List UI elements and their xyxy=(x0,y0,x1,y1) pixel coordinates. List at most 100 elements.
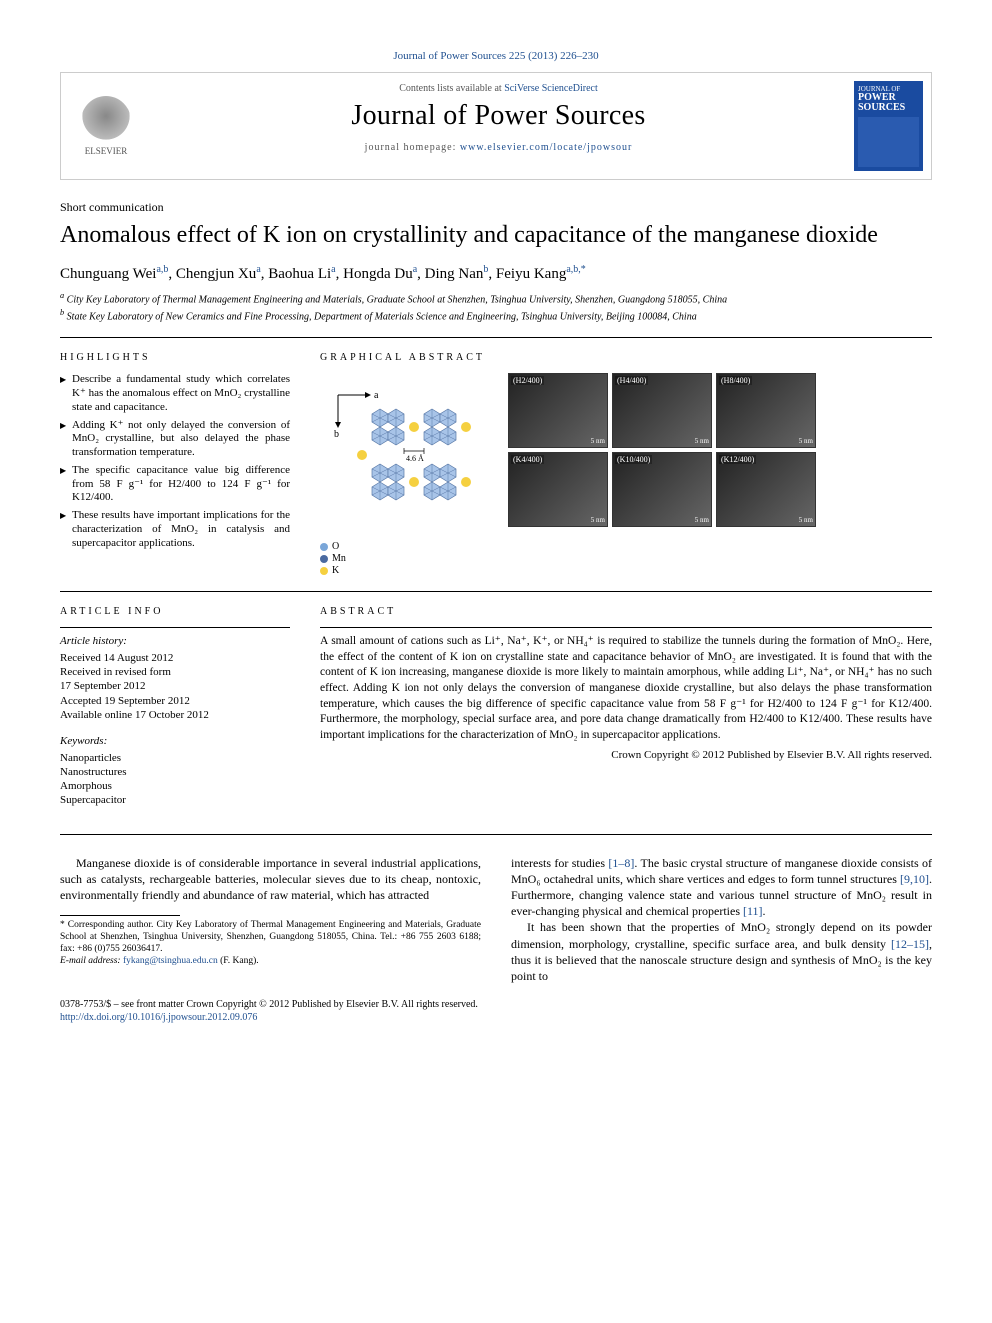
legend-swatch xyxy=(320,543,328,551)
legend-label: O xyxy=(332,541,339,552)
cover-label-main: POWER SOURCES xyxy=(858,93,919,113)
legend-item: K xyxy=(320,565,500,576)
ref-link[interactable]: [11] xyxy=(743,904,763,918)
axis-b-label: b xyxy=(334,429,339,440)
ga-micrographs: (H2/400)5 nm(H4/400)5 nm(H8/400)5 nm(K4/… xyxy=(508,373,816,527)
contents-prefix: Contents lists available at xyxy=(399,83,504,94)
masthead-center: Contents lists available at SciVerse Sci… xyxy=(151,73,846,179)
body-p1: Manganese dioxide is of considerable imp… xyxy=(60,855,481,904)
body-text: It has been shown that the properties of… xyxy=(511,920,932,950)
footnote-text: Corresponding author. City Key Laborator… xyxy=(60,920,481,954)
micrograph-row: (K4/400) 5 nm (K10/400)5 nm (K12/400) 5 nm xyxy=(508,452,816,527)
body-p2: interests for studies [1–8]. The basic c… xyxy=(511,855,932,920)
elsevier-tree-icon xyxy=(81,96,131,146)
history-line: Received in revised form xyxy=(60,665,290,679)
affiliation-b-text: State Key Laboratory of New Ceramics and… xyxy=(67,311,697,322)
corresponding-author-footnote: * Corresponding author. City Key Laborat… xyxy=(60,920,481,968)
body-col-right: interests for studies [1–8]. The basic c… xyxy=(511,855,932,985)
micrograph-label: (H8/400) xyxy=(719,376,752,385)
body-p3: It has been shown that the properties of… xyxy=(511,919,932,984)
keyword: Supercapacitor xyxy=(60,793,290,807)
graphical-abstract-heading: GRAPHICAL ABSTRACT xyxy=(320,352,932,363)
micrograph-scale: 5 nm xyxy=(799,437,813,445)
highlight-item: These results have important implication… xyxy=(60,509,290,550)
body-col-left: Manganese dioxide is of considerable imp… xyxy=(60,855,481,985)
keyword: Nanostructures xyxy=(60,765,290,779)
ga-legend: OMnK xyxy=(320,541,500,576)
micrograph-scale: 5 nm xyxy=(591,516,605,524)
micrograph: (K12/400) 5 nm xyxy=(716,452,816,527)
homepage-line: journal homepage: www.elsevier.com/locat… xyxy=(151,142,846,153)
highlight-item: The specific capacitance value big diffe… xyxy=(60,464,290,505)
divider xyxy=(60,337,932,338)
journal-name: Journal of Power Sources xyxy=(151,100,846,132)
keyword: Amorphous xyxy=(60,779,290,793)
body-text: interests for studies xyxy=(511,856,608,870)
abstract-copyright: Crown Copyright © 2012 Published by Else… xyxy=(320,749,932,761)
homepage-link[interactable]: www.elsevier.com/locate/jpowsour xyxy=(460,142,632,153)
footnote-divider xyxy=(60,915,180,916)
body-text: . xyxy=(763,904,766,918)
ref-link[interactable]: [12–15] xyxy=(891,937,929,951)
body-columns: Manganese dioxide is of considerable imp… xyxy=(60,855,932,985)
micrograph-label: (K12/400) xyxy=(719,455,756,464)
publisher-name: ELSEVIER xyxy=(85,146,128,156)
article-info: Article history: Received 14 August 2012… xyxy=(60,634,290,807)
history-head: Article history: xyxy=(60,634,290,648)
micrograph: (K10/400)5 nm xyxy=(612,452,712,527)
micrograph-scale: 5 nm xyxy=(799,516,813,524)
ref-link[interactable]: [9,10] xyxy=(900,872,929,886)
journal-cover-thumb: JOURNAL OF POWER SOURCES xyxy=(854,81,923,171)
elsevier-logo: ELSEVIER xyxy=(81,96,131,156)
history-line: Accepted 19 September 2012 xyxy=(60,694,290,708)
article-info-heading: ARTICLE INFO xyxy=(60,606,290,617)
masthead: ELSEVIER Contents lists available at Sci… xyxy=(60,72,932,180)
history-line: Available online 17 October 2012 xyxy=(60,708,290,722)
micrograph-label: (H4/400) xyxy=(615,376,648,385)
article-type: Short communication xyxy=(60,200,932,215)
affiliation-a-text: City Key Laboratory of Thermal Managemen… xyxy=(67,294,727,305)
micrograph-scale: 5 nm xyxy=(591,437,605,445)
highlights-row: HIGHLIGHTS Describe a fundamental study … xyxy=(60,352,932,577)
cover-cell: JOURNAL OF POWER SOURCES xyxy=(846,73,931,179)
article-history: Article history: Received 14 August 2012… xyxy=(60,634,290,722)
graphical-abstract: a b 4.6 Å xyxy=(320,373,932,577)
highlight-item: Adding K⁺ not only delayed the conversio… xyxy=(60,419,290,460)
keywords-head: Keywords: xyxy=(60,734,290,748)
legend-label: Mn xyxy=(332,553,346,564)
doi-link[interactable]: http://dx.doi.org/10.1016/j.jpowsour.201… xyxy=(60,1012,257,1023)
highlights-list: Describe a fundamental study which corre… xyxy=(60,373,290,550)
divider xyxy=(320,627,932,628)
homepage-prefix: journal homepage: xyxy=(365,142,460,153)
micrograph-scale: 5 nm xyxy=(695,437,709,445)
legend-swatch xyxy=(320,555,328,563)
micrograph: (H2/400)5 nm xyxy=(508,373,608,448)
ga-diagram-block: a b 4.6 Å xyxy=(320,373,500,577)
highlights-heading: HIGHLIGHTS xyxy=(60,352,290,363)
history-line: Received 14 August 2012 xyxy=(60,651,290,665)
affiliation-a: a City Key Laboratory of Thermal Managem… xyxy=(60,291,932,306)
legend-label: K xyxy=(332,565,339,576)
sciencedirect-link[interactable]: SciVerse ScienceDirect xyxy=(504,83,598,94)
ref-link[interactable]: [1–8] xyxy=(608,856,634,870)
email-link[interactable]: fykang@tsinghua.edu.cn xyxy=(123,956,218,966)
axis-a-label: a xyxy=(374,390,379,401)
abstract-text: A small amount of cations such as Li⁺, N… xyxy=(320,634,932,743)
journal-reference: Journal of Power Sources 225 (2013) 226–… xyxy=(60,50,932,62)
legend-swatch xyxy=(320,567,328,575)
affiliation-b: b State Key Laboratory of New Ceramics a… xyxy=(60,308,932,323)
micrograph: (H4/400) 5 nm xyxy=(612,373,712,448)
history-line: 17 September 2012 xyxy=(60,679,290,693)
legend-item: O xyxy=(320,541,500,552)
micrograph-label: (K4/400) xyxy=(511,455,544,464)
micrograph: (H8/400) 5 nm xyxy=(716,373,816,448)
divider xyxy=(60,834,932,835)
publisher-logo-cell: ELSEVIER xyxy=(61,73,151,179)
cover-image xyxy=(858,117,919,167)
issn-line: 0378-7753/$ – see front matter Crown Cop… xyxy=(60,998,932,1011)
article-title: Anomalous effect of K ion on crystallini… xyxy=(60,221,932,250)
tunnel-dimension: 4.6 Å xyxy=(406,454,424,463)
keyword: Nanoparticles xyxy=(60,751,290,765)
footnote-marker: * xyxy=(60,920,65,930)
contents-line: Contents lists available at SciVerse Sci… xyxy=(151,83,846,94)
